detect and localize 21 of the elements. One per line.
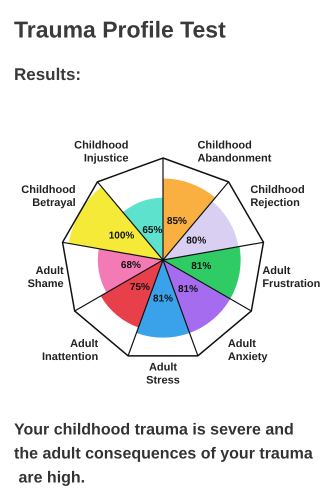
category-label: Adult Stress bbox=[146, 361, 180, 386]
data-label: 81% bbox=[191, 261, 212, 272]
data-label: 68% bbox=[120, 260, 142, 272]
data-label: 81% bbox=[152, 293, 174, 304]
category-label: Adult Frustration bbox=[262, 265, 321, 290]
category-label: Childhood Injustice bbox=[74, 140, 129, 165]
data-label: 85% bbox=[166, 216, 188, 228]
category-label: Childhood Abandonment bbox=[197, 140, 272, 165]
category-label: Adult Inattention bbox=[42, 338, 99, 363]
category-label: Childhood Rejection bbox=[250, 184, 305, 210]
data-label: 100% bbox=[108, 230, 134, 242]
data-label: 80% bbox=[186, 235, 206, 246]
text: Your childhood trauma is severe and the adult consequences of your trauma are high. bbox=[14, 422, 313, 486]
data-label: 65% bbox=[142, 225, 162, 236]
text: Trauma Profile Test bbox=[14, 16, 226, 42]
category-label: Adult Shame bbox=[28, 265, 64, 290]
category-label: Adult Anxiety bbox=[228, 338, 268, 363]
text: Results: bbox=[14, 65, 82, 84]
data-label: 75% bbox=[130, 282, 150, 294]
category-label: Childhood Betrayal bbox=[21, 184, 76, 210]
data-label: 81% bbox=[178, 284, 198, 296]
